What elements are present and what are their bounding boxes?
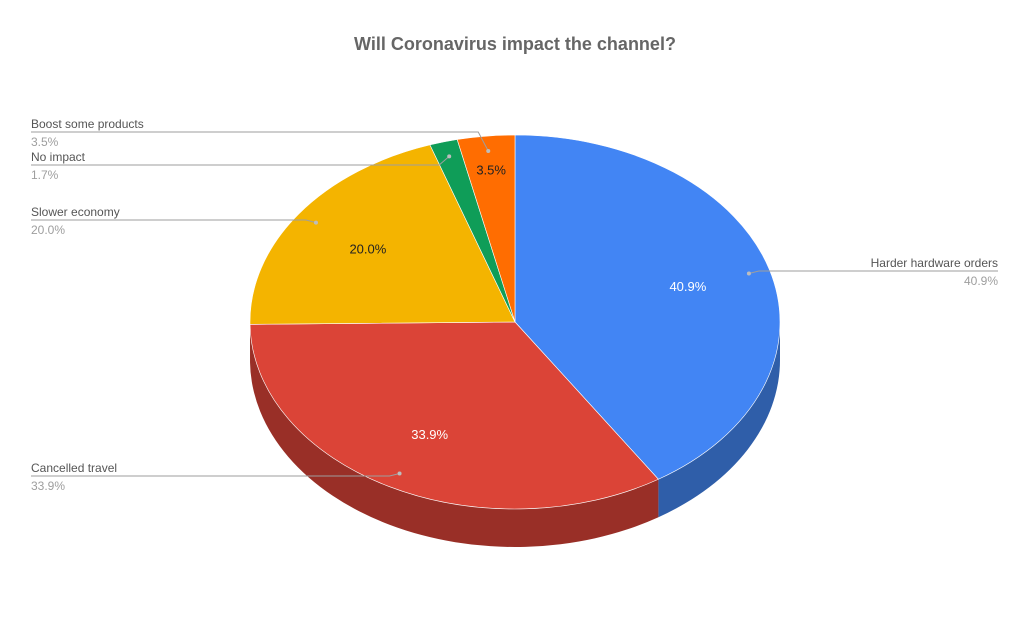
slice-label-harder-hardware-orders: 40.9% (669, 279, 706, 294)
legend-name-no-impact: No impact (31, 150, 86, 164)
legend-value-boost-some-products: 3.5% (31, 135, 59, 149)
legend-value-no-impact: 1.7% (31, 168, 59, 182)
legend-name-cancelled-travel: Cancelled travel (31, 461, 117, 475)
leader-line-harder-hardware-orders (749, 271, 998, 273)
legend-value-slower-economy: 20.0% (31, 223, 65, 237)
pie-slices (250, 135, 780, 509)
chart-title: Will Coronavirus impact the channel? (354, 34, 676, 54)
leader-line-slower-economy (31, 220, 316, 223)
slice-label-cancelled-travel: 33.9% (411, 427, 448, 442)
leader-dot-no-impact (447, 154, 451, 158)
legend-name-boost-some-products: Boost some products (31, 117, 144, 131)
legend-name-slower-economy: Slower economy (31, 205, 120, 219)
legend-name-harder-hardware-orders: Harder hardware orders (871, 256, 998, 270)
slice-label-slower-economy: 20.0% (349, 242, 386, 257)
leader-dot-slower-economy (314, 221, 318, 225)
leader-dot-boost-some-products (486, 149, 490, 153)
legend-value-harder-hardware-orders: 40.9% (964, 274, 998, 288)
legend-value-cancelled-travel: 33.9% (31, 479, 65, 493)
leader-dot-cancelled-travel (398, 472, 402, 476)
leader-dot-harder-hardware-orders (747, 271, 751, 275)
slice-label-boost-some-products: 3.5% (476, 163, 506, 178)
